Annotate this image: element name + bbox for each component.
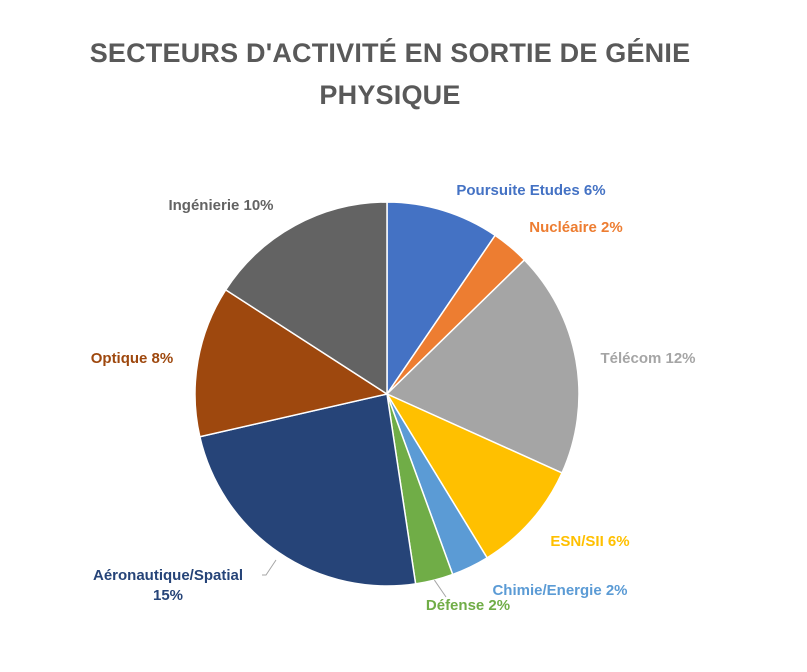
leader-line-aeronautique [262,559,277,576]
pie-slice-optique [194,288,389,438]
pie-slice-t-l-com [385,258,580,474]
pie-slice-poursuite-etudes [386,201,497,397]
pie-slice-a-ronautique-spatial [198,393,417,587]
data-label-ing-nierie: Ingénierie 10% [168,197,273,214]
data-label-t-l-com: Télécom 12% [600,350,695,367]
chart-title-line-2: PHYSIQUE [319,80,461,110]
leader-line-defense [433,579,447,598]
pie-slice-esn-sii [385,392,564,559]
slice-labels: Poursuite Etudes 6% Nucléaire 2% Télécom 1… [91,182,696,614]
data-label-nucl-aire: Nucléaire 2% [529,219,622,236]
data-label-d-fense: Défense 2% [426,597,510,614]
data-label-esn-sii: ESN/SII 6% [550,533,629,550]
leader-lines [262,559,447,598]
pie-slice-ing-nierie [224,201,388,396]
data-label-a-ronautique-spatial: Aéronautique/Spatial 15% [93,567,243,604]
data-label-poursuite-etudes: Poursuite Etudes 6% [456,182,605,199]
data-label-chimie-energie: Chimie/Energie 2% [492,582,627,599]
chart-title: SECTEURS D'ACTIVITÉ EN SORTIE DE GÉNIE P… [0,32,780,116]
data-label-optique: Optique 8% [91,350,174,367]
chart-title-line-1: SECTEURS D'ACTIVITÉ EN SORTIE DE GÉNIE [89,38,691,68]
pie-slices [194,201,580,587]
